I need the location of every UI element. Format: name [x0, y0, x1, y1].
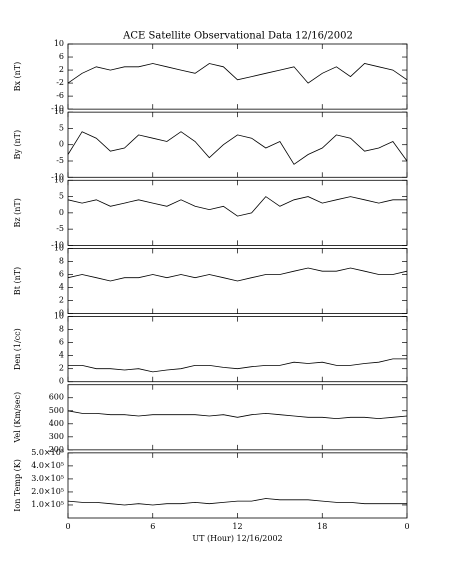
y-tick-label: 5 — [59, 123, 64, 132]
data-line — [68, 358, 407, 373]
y-axis-label: Den (1/cc) — [13, 328, 22, 370]
data-line — [67, 196, 407, 217]
y-axis-label: By (nT) — [13, 130, 22, 160]
y-tick-label: 0 — [59, 208, 64, 217]
y-tick-label: 1.0×10⁵ — [31, 500, 64, 509]
x-axis-label: UT (Hour) 12/16/2002 — [192, 534, 282, 543]
y-tick-label: -10 — [51, 172, 64, 181]
y-tick-label: 10 — [54, 312, 64, 321]
y-tick-label: 6 — [59, 269, 64, 278]
y-tick-label: 0 — [59, 309, 64, 318]
panel-frame — [67, 111, 408, 178]
y-tick-label: -5 — [56, 224, 64, 233]
y-tick-label: 5.0×10⁵ — [31, 448, 64, 457]
data-line — [67, 267, 408, 282]
y-tick-label: -2 — [56, 78, 64, 87]
data-line — [67, 131, 408, 165]
y-tick-label: 6 — [59, 52, 64, 61]
y-tick-label: 6 — [59, 338, 64, 347]
panel-frame — [67, 43, 408, 110]
y-tick-label: 8 — [59, 325, 64, 334]
y-tick-label: 5 — [59, 192, 64, 201]
x-tick-label: 12 — [232, 522, 242, 531]
y-tick-label: 500 — [49, 406, 64, 415]
x-tick-label: 0 — [65, 522, 70, 531]
y-tick-label: 10 — [54, 175, 64, 184]
y-tick-label: 4 — [59, 283, 64, 292]
y-tick-label: 200 — [49, 445, 64, 454]
panel-frame — [67, 452, 408, 519]
y-tick-label: 2 — [59, 364, 64, 373]
y-tick-label: -10 — [51, 240, 64, 249]
y-tick-label: -5 — [56, 156, 64, 165]
y-tick-label: 3.0×10⁵ — [31, 474, 64, 483]
y-tick-label: 10 — [54, 107, 64, 116]
data-line — [67, 410, 408, 420]
y-tick-label: 2 — [59, 296, 64, 305]
y-tick-label: 10 — [54, 243, 64, 252]
chart-title: ACE Satellite Observational Data 12/16/2… — [122, 31, 353, 42]
y-axis-label: Bt (nT) — [13, 267, 22, 295]
y-tick-label: -6 — [56, 91, 64, 100]
y-tick-label: 400 — [49, 419, 64, 428]
y-tick-label: 4 — [59, 351, 64, 360]
y-tick-label: 8 — [59, 256, 64, 265]
y-tick-label: 2 — [59, 65, 64, 74]
y-tick-label: 600 — [49, 393, 64, 402]
panel-frame — [67, 316, 408, 383]
x-tick-label: 0 — [404, 522, 409, 531]
y-tick-label: 2.0×10⁵ — [31, 487, 64, 496]
x-tick-label: 6 — [150, 522, 155, 531]
x-tick-label: 18 — [317, 522, 327, 531]
y-axis-label: Bz (nT) — [13, 198, 22, 227]
y-axis-label: Bx (nT) — [13, 62, 22, 92]
y-axis-label: Vel (Km/sec) — [13, 392, 22, 444]
y-tick-label: -10 — [51, 104, 64, 113]
y-axis-label: Ion Temp (K) — [13, 459, 22, 512]
y-tick-label: 4.0×10⁵ — [31, 461, 64, 470]
data-line — [67, 498, 407, 506]
panel-frame — [67, 179, 408, 246]
y-tick-label: 0 — [59, 140, 64, 149]
y-tick-label: 0 — [59, 377, 64, 386]
y-tick-label: 10 — [54, 39, 64, 48]
data-line — [67, 63, 408, 84]
y-tick-label: 300 — [49, 432, 64, 441]
